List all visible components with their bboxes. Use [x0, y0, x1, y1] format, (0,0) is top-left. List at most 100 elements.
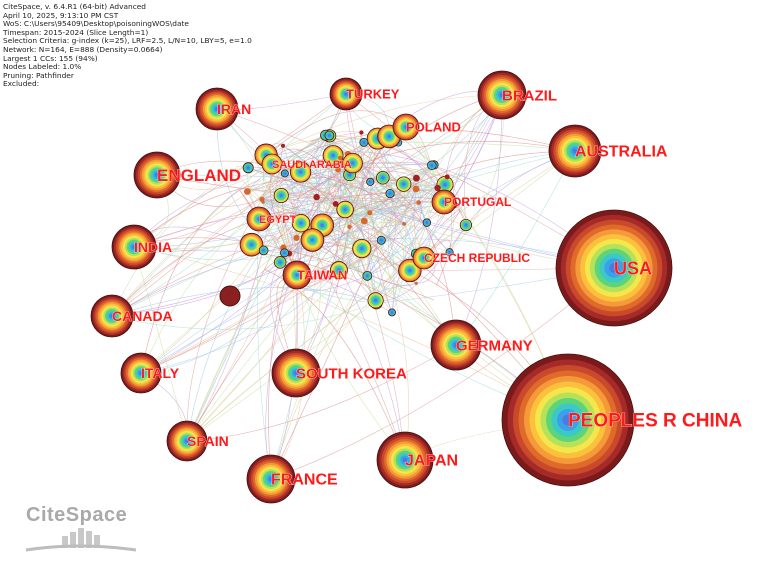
- minor-node[interactable]: [352, 238, 372, 259]
- node-spain[interactable]: [166, 420, 208, 462]
- citespace-logo: CiteSpace: [18, 504, 148, 559]
- network-edge: [423, 209, 461, 259]
- network-edge: [405, 126, 433, 254]
- node-peoples-r-china[interactable]: [501, 353, 635, 487]
- minor-node[interactable]: [337, 155, 343, 161]
- minor-node[interactable]: [335, 166, 341, 173]
- minor-node[interactable]: [459, 218, 472, 232]
- minor-node[interactable]: [342, 152, 363, 174]
- node-poland[interactable]: [392, 113, 420, 141]
- network-edge: [282, 145, 299, 276]
- node-usa[interactable]: [555, 209, 673, 327]
- node-canada[interactable]: [90, 294, 134, 338]
- node-iran[interactable]: [195, 87, 239, 131]
- network-edge: [111, 262, 281, 317]
- node-england[interactable]: [133, 151, 181, 199]
- network-edge: [261, 132, 362, 200]
- node-germany[interactable]: [430, 319, 482, 371]
- minor-node[interactable]: [258, 245, 269, 256]
- node-ring: [362, 140, 366, 144]
- minor-node[interactable]: [402, 222, 406, 226]
- minor-node[interactable]: [300, 228, 325, 252]
- minor-node[interactable]: [412, 185, 420, 193]
- node-brazil[interactable]: [477, 70, 527, 120]
- node-ring: [464, 223, 468, 227]
- minor-node[interactable]: [242, 162, 254, 174]
- minor-node[interactable]: [376, 235, 386, 245]
- minor-node[interactable]: [280, 248, 289, 258]
- minor-node[interactable]: [359, 130, 364, 135]
- node-outline: [388, 308, 396, 317]
- node-ring: [299, 170, 302, 174]
- minor-node[interactable]: [322, 145, 344, 166]
- network-edge: [309, 150, 576, 276]
- minor-node[interactable]: [330, 261, 348, 279]
- node-ring: [425, 221, 429, 224]
- minor-node[interactable]: [347, 224, 352, 229]
- network-edge: [367, 187, 438, 276]
- minor-node[interactable]: [445, 248, 454, 257]
- node-france[interactable]: [246, 454, 296, 504]
- minor-node[interactable]: [332, 201, 339, 207]
- node-outline: [359, 137, 369, 147]
- minor-node[interactable]: [398, 258, 422, 283]
- node-italy[interactable]: [120, 352, 162, 394]
- minor-node[interactable]: [422, 218, 432, 227]
- minor-node[interactable]: [427, 160, 437, 171]
- minor-node[interactable]: [436, 176, 454, 194]
- network-edge: [325, 135, 457, 346]
- minor-node[interactable]: [376, 170, 390, 185]
- node-australia[interactable]: [548, 124, 602, 178]
- node-czech-republic[interactable]: [412, 246, 436, 270]
- node-japan[interactable]: [376, 431, 434, 489]
- node-ring: [270, 162, 274, 166]
- node-ring: [562, 414, 574, 426]
- minor-node[interactable]: [281, 143, 285, 148]
- minor-node[interactable]: [359, 137, 369, 147]
- node-india[interactable]: [111, 224, 157, 270]
- minor-node[interactable]: [290, 161, 312, 183]
- node-taiwan[interactable]: [282, 260, 312, 290]
- minor-node[interactable]: [413, 174, 420, 182]
- node-outline: [133, 151, 181, 199]
- node-saudi-arabia[interactable]: [261, 153, 283, 175]
- minor-node[interactable]: [313, 193, 320, 201]
- node-ring: [283, 172, 287, 175]
- info-line-version: CiteSpace, v. 6.4.R1 (64-bit) Advanced: [3, 2, 147, 11]
- minor-node[interactable]: [362, 270, 373, 281]
- minor-node[interactable]: [367, 210, 373, 216]
- minor-node[interactable]: [366, 177, 375, 186]
- minor-node[interactable]: [273, 187, 289, 204]
- minor-node[interactable]: [444, 174, 450, 180]
- network-edge: [111, 223, 405, 317]
- minor-node[interactable]: [324, 130, 335, 141]
- minor-node[interactable]: [385, 188, 395, 199]
- minor-node[interactable]: [434, 184, 441, 192]
- minor-node[interactable]: [291, 213, 311, 233]
- node-egypt[interactable]: [246, 206, 272, 232]
- minor-node[interactable]: [239, 232, 264, 257]
- node-south-korea[interactable]: [271, 348, 321, 398]
- minor-node[interactable]: [361, 217, 368, 225]
- node-outline: [330, 261, 348, 279]
- label-south-korea: SOUTH KOREA: [296, 365, 407, 382]
- node-outline: [445, 248, 454, 257]
- minor-node[interactable]: [416, 200, 422, 205]
- minor-node[interactable]: [293, 234, 300, 241]
- minor-node[interactable]: [219, 285, 241, 307]
- minor-node[interactable]: [261, 200, 265, 204]
- minor-node[interactable]: [280, 169, 289, 178]
- minor-node[interactable]: [336, 200, 354, 219]
- node-turkey[interactable]: [329, 77, 363, 111]
- minor-node[interactable]: [367, 292, 384, 309]
- minor-node[interactable]: [414, 281, 418, 285]
- minor-node[interactable]: [273, 256, 287, 269]
- node-ring: [408, 269, 412, 272]
- minor-node[interactable]: [388, 308, 396, 317]
- minor-node[interactable]: [396, 176, 412, 192]
- node-portugal[interactable]: [431, 189, 457, 215]
- major-node-layer[interactable]: [90, 70, 673, 504]
- minor-node[interactable]: [244, 188, 251, 195]
- network-edge: [416, 202, 436, 284]
